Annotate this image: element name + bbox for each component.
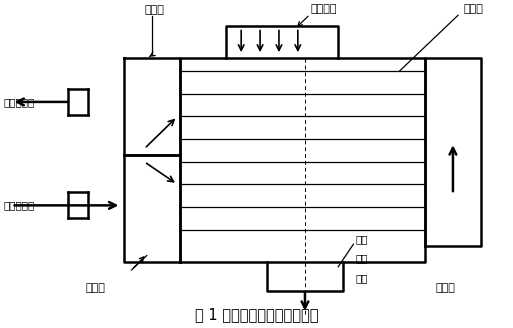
Text: 后水室: 后水室 bbox=[436, 283, 455, 293]
Text: 水集: 水集 bbox=[356, 254, 368, 264]
Text: 前水室: 前水室 bbox=[145, 5, 164, 15]
Text: 凝结: 凝结 bbox=[356, 234, 368, 244]
Text: 图 1 表面式凝汽器结构示意图: 图 1 表面式凝汽器结构示意图 bbox=[195, 307, 318, 322]
Text: 蒸汽入口: 蒸汽入口 bbox=[310, 4, 337, 14]
Text: 冷却管: 冷却管 bbox=[463, 4, 483, 14]
Text: 前水室: 前水室 bbox=[86, 283, 106, 293]
Text: 冷却水出口: 冷却水出口 bbox=[4, 97, 35, 107]
Text: 水箱: 水箱 bbox=[356, 273, 368, 283]
Text: 冷却水入口: 冷却水入口 bbox=[4, 200, 35, 210]
